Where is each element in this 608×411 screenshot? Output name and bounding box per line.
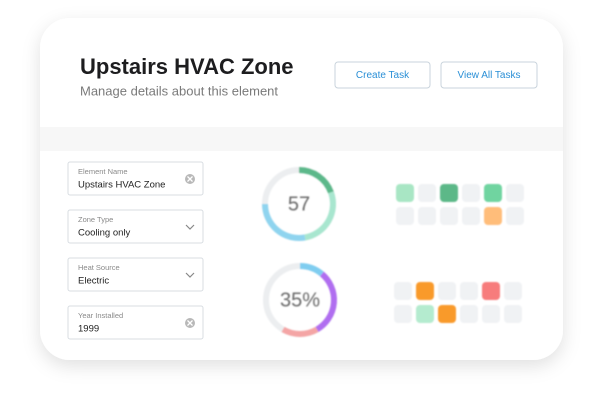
- heat-cell: [460, 305, 478, 323]
- heat-cell: [440, 184, 458, 202]
- heat-cell: [396, 184, 414, 202]
- chevron: [185, 272, 195, 278]
- field-label: Year Installed: [78, 311, 123, 320]
- field-box: [67, 209, 204, 244]
- heat-cell: [396, 207, 414, 225]
- field-value: Electric: [78, 276, 109, 287]
- button-label: Create Task: [356, 70, 410, 81]
- gauge-arc: [315, 271, 337, 333]
- field-value: 1999: [78, 324, 99, 335]
- gauge-value: 35%: [280, 289, 320, 311]
- button-frame: [440, 61, 538, 89]
- divider-band: [40, 127, 563, 151]
- button[interactable]: Create Task: [334, 61, 431, 89]
- field-value: Cooling only: [78, 228, 131, 239]
- heat-cell: [416, 305, 434, 323]
- heat-cell: [504, 282, 522, 300]
- heat-cell: [460, 282, 478, 300]
- button[interactable]: View All Tasks: [440, 61, 538, 89]
- form-field[interactable]: Heat Source Electric: [67, 257, 204, 292]
- gauge-arc: [299, 263, 324, 277]
- button-frame: [334, 61, 431, 89]
- chevron: [185, 224, 195, 230]
- heat-cell: [438, 305, 456, 323]
- clear-x: [187, 176, 193, 182]
- clear-x: [187, 320, 193, 326]
- gauge-arc: [281, 326, 319, 337]
- heat-cell: [440, 207, 458, 225]
- heat-cell: [482, 282, 500, 300]
- field-value: Upstairs HVAC Zone: [78, 180, 165, 191]
- field-box: [67, 161, 204, 196]
- form-field[interactable]: Element Name Upstairs HVAC Zone: [67, 161, 204, 196]
- gauge-arc: [298, 167, 334, 194]
- heat-cell: [462, 207, 480, 225]
- form-field[interactable]: Year Installed 1999: [67, 305, 204, 340]
- heat-cell: [484, 207, 502, 225]
- heat-cell: [438, 282, 456, 300]
- field-label: Element Name: [78, 167, 128, 176]
- heat-cell: [482, 305, 500, 323]
- gauge-value: 57: [288, 193, 310, 215]
- title: Upstairs HVAC Zone: [80, 54, 294, 79]
- field-label: Zone Type: [78, 215, 113, 224]
- heat-cell: [504, 305, 522, 323]
- heat-cell: [506, 207, 524, 225]
- heat-cell: [418, 207, 436, 225]
- gauge-arc: [304, 191, 336, 241]
- heat-cell: [462, 184, 480, 202]
- gauge-arc: [262, 203, 306, 241]
- field-box: [67, 305, 204, 340]
- heat-cell: [416, 282, 434, 300]
- heat-cell: [394, 282, 412, 300]
- heat-cell: [484, 184, 502, 202]
- heat-cell: [506, 184, 524, 202]
- field-label: Heat Source: [78, 263, 120, 272]
- subtitle: Manage details about this element: [80, 83, 278, 98]
- heat-cell: [418, 184, 436, 202]
- form-field[interactable]: Zone Type Cooling only: [67, 209, 204, 244]
- button-label: View All Tasks: [458, 70, 521, 81]
- field-box: [67, 257, 204, 292]
- heat-cell: [394, 305, 412, 323]
